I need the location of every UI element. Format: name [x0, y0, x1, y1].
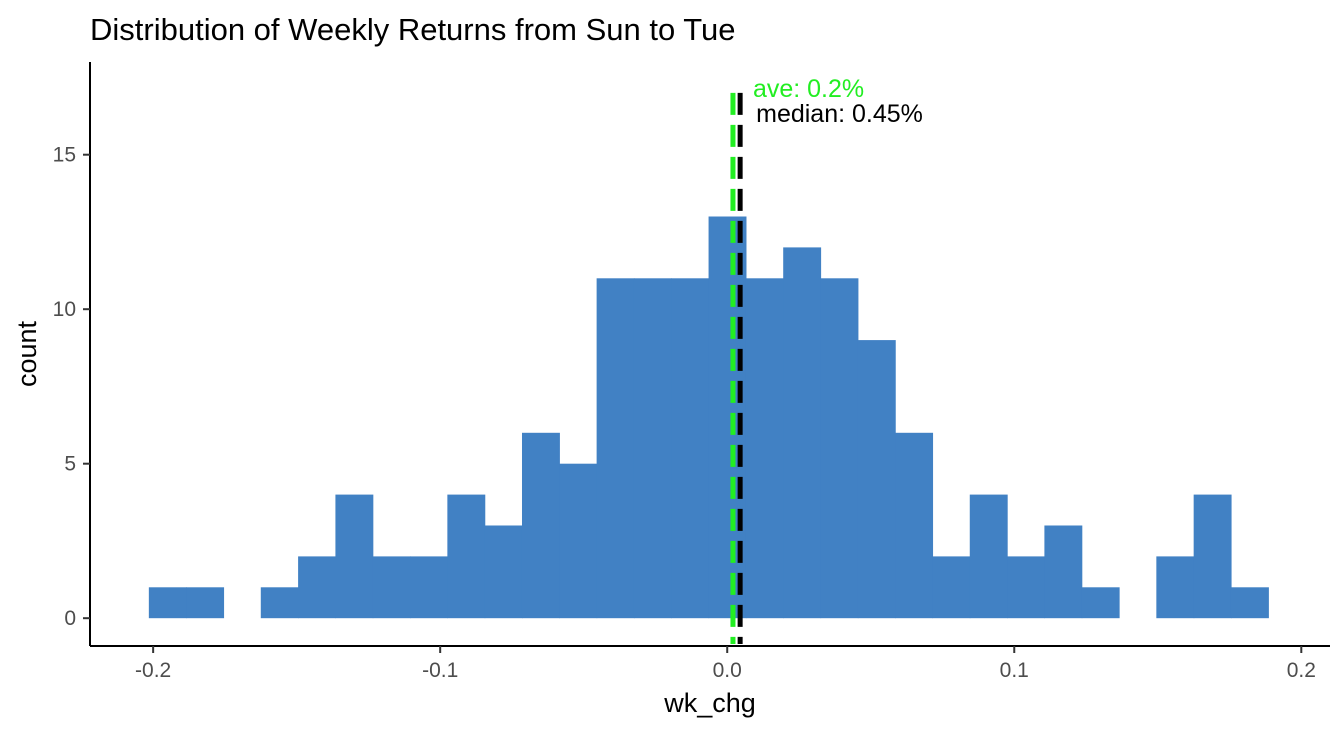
- y-tick-label: 15: [53, 144, 76, 167]
- histogram-bar: [596, 278, 635, 619]
- x-axis-title: wk_chg: [663, 688, 756, 718]
- histogram-bar: [372, 556, 411, 619]
- reference-lines: [730, 92, 743, 644]
- histogram-bar: [633, 278, 672, 619]
- x-tick-label: 0.1: [1000, 659, 1029, 682]
- histogram-bar: [1193, 494, 1232, 619]
- y-axis-ticks: 0 5 10 15: [53, 144, 90, 630]
- histogram-bar: [186, 587, 225, 619]
- histogram-bar: [932, 556, 971, 619]
- histogram-bar: [335, 494, 374, 619]
- histogram-bar: [969, 494, 1008, 619]
- histogram-bar: [671, 278, 710, 619]
- histogram-bar: [484, 525, 523, 619]
- chart-title: Distribution of Weekly Returns from Sun …: [90, 12, 736, 47]
- histogram-bar: [1044, 525, 1083, 619]
- y-tick-label: 10: [53, 298, 76, 321]
- x-tick-label: -0.2: [135, 659, 171, 682]
- x-axis-ticks: -0.2 -0.1 0.0 0.1 0.2: [135, 646, 1316, 682]
- mean-label: ave: 0.2%: [753, 75, 864, 103]
- histogram-bars: [148, 216, 1269, 619]
- histogram-bar: [1230, 587, 1269, 619]
- y-tick-label: 0: [64, 607, 76, 630]
- x-tick-label: 0.0: [713, 659, 742, 682]
- y-tick-label: 5: [64, 453, 76, 476]
- histogram-bar: [559, 463, 598, 619]
- y-axis-title: count: [12, 320, 42, 387]
- histogram-bar: [521, 432, 560, 619]
- histogram-bar: [857, 340, 896, 619]
- histogram-bar: [410, 556, 448, 619]
- histogram-bar: [447, 494, 486, 619]
- median-label: median: 0.45%: [756, 100, 923, 128]
- histogram-bar: [260, 587, 299, 619]
- histogram-bar: [298, 556, 337, 619]
- histogram-bar: [1156, 556, 1195, 619]
- histogram-bar: [148, 587, 187, 619]
- histogram-bar: [820, 278, 859, 619]
- x-tick-label: -0.1: [422, 659, 458, 682]
- histogram-bar: [1007, 556, 1045, 619]
- histogram-bar: [745, 278, 784, 619]
- histogram-bar: [1081, 587, 1120, 619]
- x-tick-label: 0.2: [1287, 659, 1316, 682]
- histogram-bar: [783, 247, 822, 619]
- histogram-bar: [895, 432, 934, 619]
- reference-line-labels: ave: 0.2%median: 0.45%: [753, 75, 923, 128]
